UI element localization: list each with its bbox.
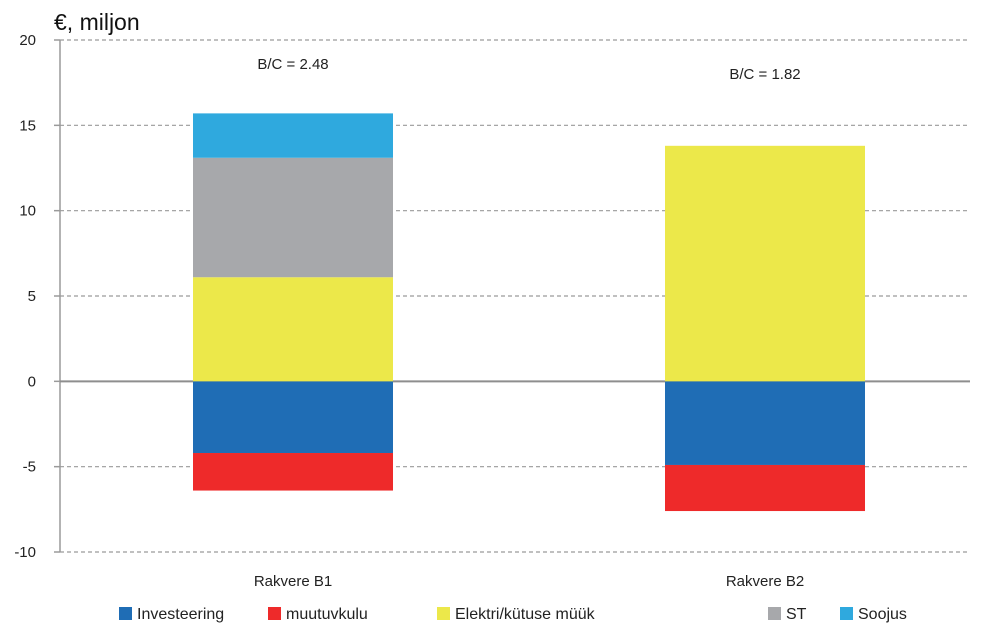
bar-segment	[193, 157, 393, 278]
bar-segment	[193, 113, 393, 158]
y-tick-label: 15	[19, 117, 36, 134]
y-unit-label: €, miljon	[54, 9, 140, 35]
bar-segment	[665, 464, 865, 512]
bar-segment	[193, 453, 393, 491]
legend-swatch	[119, 607, 132, 620]
legend-label: Soojus	[858, 606, 907, 623]
legend-label: Investeering	[137, 606, 224, 623]
bar-segment	[665, 145, 865, 382]
y-tick-label: 10	[19, 203, 36, 220]
x-category-label: Rakvere B2	[726, 573, 804, 590]
y-tick-label: 5	[28, 288, 36, 305]
legend-swatch	[768, 607, 781, 620]
bc-ratio-annotation: B/C = 2.48	[257, 56, 328, 73]
bc-ratio-annotation: B/C = 1.82	[729, 66, 800, 83]
legend-swatch	[840, 607, 853, 620]
legend-swatch	[268, 607, 281, 620]
bar-segment	[193, 381, 393, 454]
y-tick-label: 20	[19, 32, 36, 49]
labels: -10 -5 0 5 10 15 20 Rakvere B1 Rakvere B2 B/C = 2…	[14, 32, 804, 590]
legend-label: ST	[786, 606, 807, 623]
bar-segment	[193, 277, 393, 382]
bar-segment	[665, 381, 865, 465]
legend-label: Elektri/kütuse müük	[455, 606, 596, 623]
bars	[193, 113, 865, 512]
y-tick-label: -5	[23, 459, 36, 476]
legend-swatch	[437, 607, 450, 620]
x-category-label: Rakvere B1	[254, 573, 332, 590]
y-tick-label: -10	[14, 544, 36, 561]
y-tick-label: 0	[28, 373, 36, 390]
legend-label: muutuvkulu	[286, 606, 368, 623]
legend: Investeering muutuvkulu Elektri/kütuse müü…	[119, 606, 907, 623]
